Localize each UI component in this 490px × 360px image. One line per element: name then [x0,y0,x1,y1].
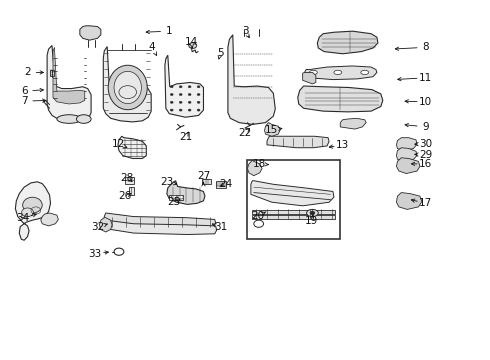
Text: 19: 19 [304,216,318,226]
Text: 14: 14 [185,37,198,47]
Polygon shape [247,160,262,176]
Ellipse shape [188,101,191,103]
Ellipse shape [197,109,200,111]
Text: 31: 31 [214,222,227,232]
Polygon shape [251,181,334,206]
Text: 24: 24 [219,179,232,189]
Ellipse shape [188,94,191,96]
Polygon shape [53,47,85,104]
Polygon shape [41,213,58,226]
Bar [129,187,134,195]
Polygon shape [99,218,112,232]
Polygon shape [267,136,329,148]
Ellipse shape [170,109,173,111]
Text: 18: 18 [253,159,266,169]
Ellipse shape [179,94,182,96]
Bar [252,210,335,214]
Bar [50,69,54,76]
Text: 33: 33 [88,248,101,258]
Text: 2: 2 [24,67,31,77]
Polygon shape [103,46,151,122]
Polygon shape [303,72,316,84]
Bar [216,181,226,188]
Text: 4: 4 [149,42,155,52]
Ellipse shape [307,210,318,217]
Ellipse shape [23,197,42,213]
Polygon shape [228,35,275,125]
Text: 12: 12 [111,139,124,149]
Text: 30: 30 [419,139,432,149]
Ellipse shape [179,86,182,88]
Polygon shape [167,181,205,204]
Text: 34: 34 [16,213,29,223]
Ellipse shape [334,70,342,75]
Polygon shape [165,55,203,117]
Ellipse shape [188,109,191,111]
Text: 29: 29 [419,150,432,160]
Text: 15: 15 [265,125,278,135]
Text: 20: 20 [252,211,265,221]
Text: 17: 17 [419,198,432,208]
Bar [125,177,134,184]
Text: 27: 27 [197,171,210,181]
Polygon shape [340,118,366,129]
Ellipse shape [197,94,200,96]
Polygon shape [318,31,378,54]
Ellipse shape [170,101,173,103]
Text: 3: 3 [242,26,248,36]
Polygon shape [396,193,422,210]
Text: 5: 5 [217,48,224,58]
Ellipse shape [310,70,318,75]
Bar [202,179,211,184]
Bar [247,160,340,239]
Ellipse shape [57,115,81,123]
Polygon shape [396,138,417,150]
Text: 28: 28 [120,173,133,183]
Text: 21: 21 [179,132,192,142]
Ellipse shape [170,94,173,96]
Ellipse shape [310,211,315,215]
Bar [169,195,183,200]
Ellipse shape [22,208,33,217]
Ellipse shape [189,42,196,48]
Text: 10: 10 [419,97,432,107]
Ellipse shape [197,101,200,103]
Polygon shape [104,220,217,234]
Ellipse shape [76,115,91,123]
Text: 7: 7 [21,96,27,106]
Text: 26: 26 [119,191,132,201]
Text: 23: 23 [160,177,173,187]
Polygon shape [305,66,377,80]
Ellipse shape [114,71,142,104]
Text: 22: 22 [238,128,252,138]
Ellipse shape [170,86,173,88]
Text: 11: 11 [419,73,432,83]
Polygon shape [265,123,280,136]
Polygon shape [118,136,147,158]
Ellipse shape [197,86,200,88]
Polygon shape [104,213,216,227]
Ellipse shape [171,195,177,199]
Text: 25: 25 [168,197,181,207]
Polygon shape [15,182,50,240]
Polygon shape [396,148,417,161]
Polygon shape [47,45,91,122]
Text: 1: 1 [166,26,172,36]
Text: 8: 8 [422,42,429,52]
Ellipse shape [179,101,182,103]
Ellipse shape [108,65,147,110]
Ellipse shape [361,70,368,75]
Text: 13: 13 [336,140,349,150]
Text: 32: 32 [91,222,104,232]
Text: 16: 16 [419,159,432,169]
Text: 9: 9 [422,122,429,132]
Polygon shape [298,86,383,112]
Ellipse shape [177,195,183,199]
Ellipse shape [188,86,191,88]
Text: 6: 6 [21,86,27,96]
Bar [252,215,335,220]
Polygon shape [396,158,420,174]
Ellipse shape [179,109,182,111]
Polygon shape [80,26,101,40]
